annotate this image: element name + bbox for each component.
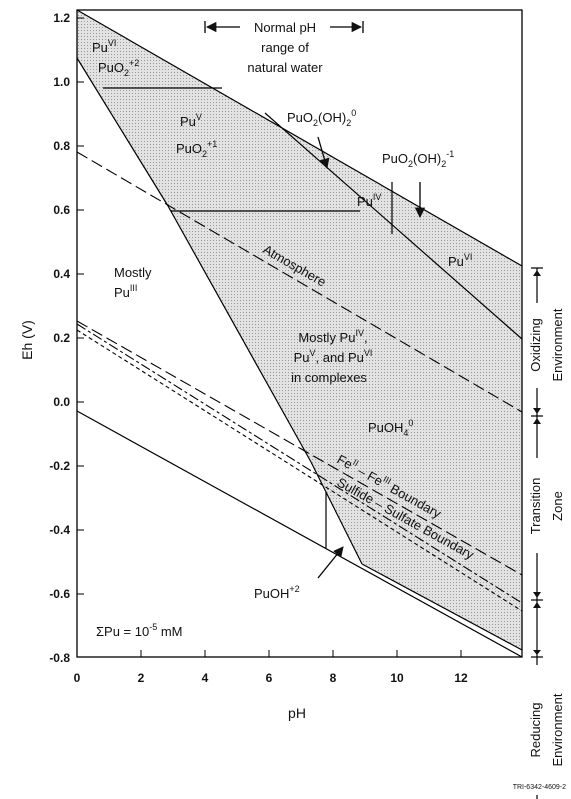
atmosphere-line xyxy=(76,151,523,413)
x-tick: 2 xyxy=(138,671,145,685)
y-tick-labels: 1.2 1.0 0.8 0.6 0.4 0.2 0.0 -0.2 -0.4 -0… xyxy=(49,11,70,665)
x-tick: 0 xyxy=(74,671,81,685)
puoh2-arrow xyxy=(317,546,344,579)
puoh4-label: PuOH40 xyxy=(368,418,413,438)
dashed-lines xyxy=(76,151,523,612)
sulfide-boundary-line xyxy=(76,323,523,604)
tick-marks xyxy=(77,17,462,658)
puo2oh2-0-label: PuO2(OH)20 xyxy=(287,108,356,128)
oxidizing-environment-label-1: Oxidizing xyxy=(528,318,543,371)
reducing-environment-label-1: Reducing xyxy=(528,703,543,758)
plot-frame xyxy=(76,9,523,658)
x-tick-labels: 0 2 4 6 8 10 12 xyxy=(74,671,468,685)
y-tick: 0.6 xyxy=(53,203,70,217)
mostly-label: Mostly xyxy=(114,265,152,280)
y-axis-label: Eh (V) xyxy=(19,320,35,360)
puo2-plus1-label: PuO2+1 xyxy=(176,139,217,159)
sulfide-boundary-line-2 xyxy=(76,329,523,612)
oxidizing-environment-label-2: Environment xyxy=(550,308,565,381)
upper-limit-line xyxy=(76,9,523,267)
y-tick: -0.4 xyxy=(49,523,70,537)
pu-vi-right-label: PuVI xyxy=(448,252,472,269)
svg-text:Normal pH: Normal pH xyxy=(254,20,316,35)
y-tick: 0.0 xyxy=(53,395,70,409)
pu-iv-boundary-low xyxy=(310,461,363,565)
figure-id: TRI-6342-4609-2 xyxy=(513,784,566,791)
pu-vi-label: PuVI xyxy=(92,38,116,55)
normal-ph-range-label: Normal pH range of natural water xyxy=(247,20,323,75)
x-tick: 6 xyxy=(266,671,273,685)
puoh-plus2-label: PuOH+2 xyxy=(254,584,300,601)
mostly-pu-iii-label: PuIII xyxy=(114,283,137,300)
puo2-plus2-label: PuO2+2 xyxy=(98,58,139,78)
x-tick: 10 xyxy=(390,671,404,685)
y-tick: 1.2 xyxy=(53,11,70,25)
pu-iv-small-label: PuIV xyxy=(357,192,381,209)
pu-iv-boundary xyxy=(76,57,169,207)
svg-text:natural water: natural water xyxy=(247,60,323,75)
complexes-label: Mostly PuIV, PuV, and PuVI in complexes xyxy=(291,328,372,385)
y-tick: -0.8 xyxy=(49,651,70,665)
y-tick: 0.4 xyxy=(53,267,70,281)
fe-boundary-line xyxy=(76,320,523,576)
y-tick: 1.0 xyxy=(53,75,70,89)
svg-text:range of: range of xyxy=(261,40,309,55)
environment-arrowheads xyxy=(533,270,541,655)
x-tick: 8 xyxy=(330,671,337,685)
y-tick: -0.6 xyxy=(49,587,70,601)
lower-limit-line xyxy=(76,410,523,658)
transition-zone-label-2: Zone xyxy=(550,491,565,521)
y-tick: 0.8 xyxy=(53,139,70,153)
puoh4-lower-boundary xyxy=(361,563,523,651)
puo2oh2-divider xyxy=(264,112,523,340)
svg-text:in complexes: in complexes xyxy=(291,370,367,385)
transition-zone-label-1: Transition xyxy=(528,478,543,535)
x-axis-label: pH xyxy=(288,705,306,721)
environment-label-bg xyxy=(529,303,545,795)
pu-iv-boundary-steep xyxy=(167,205,312,463)
puo2oh2-0-arrow xyxy=(317,136,330,169)
normal-ph-end-bars xyxy=(204,21,364,33)
svg-text:PuV, and PuVI: PuV, and PuVI xyxy=(294,348,373,365)
arrows xyxy=(205,21,426,579)
reducing-environment-label-2: Environment xyxy=(550,693,565,766)
shaded-region xyxy=(77,10,522,650)
y-tick: -0.2 xyxy=(49,459,70,473)
x-tick: 4 xyxy=(202,671,209,685)
sum-pu-label: ΣPu = 10-5 mM xyxy=(96,622,183,639)
puo2oh2-minus1-label: PuO2(OH)2-1 xyxy=(382,149,454,169)
x-tick: 12 xyxy=(454,671,468,685)
pu-v-label: PuV xyxy=(180,112,202,129)
boundary-lines xyxy=(76,9,523,658)
y-tick: 0.2 xyxy=(53,331,70,345)
svg-text:Mostly PuIV,: Mostly PuIV, xyxy=(298,328,367,345)
